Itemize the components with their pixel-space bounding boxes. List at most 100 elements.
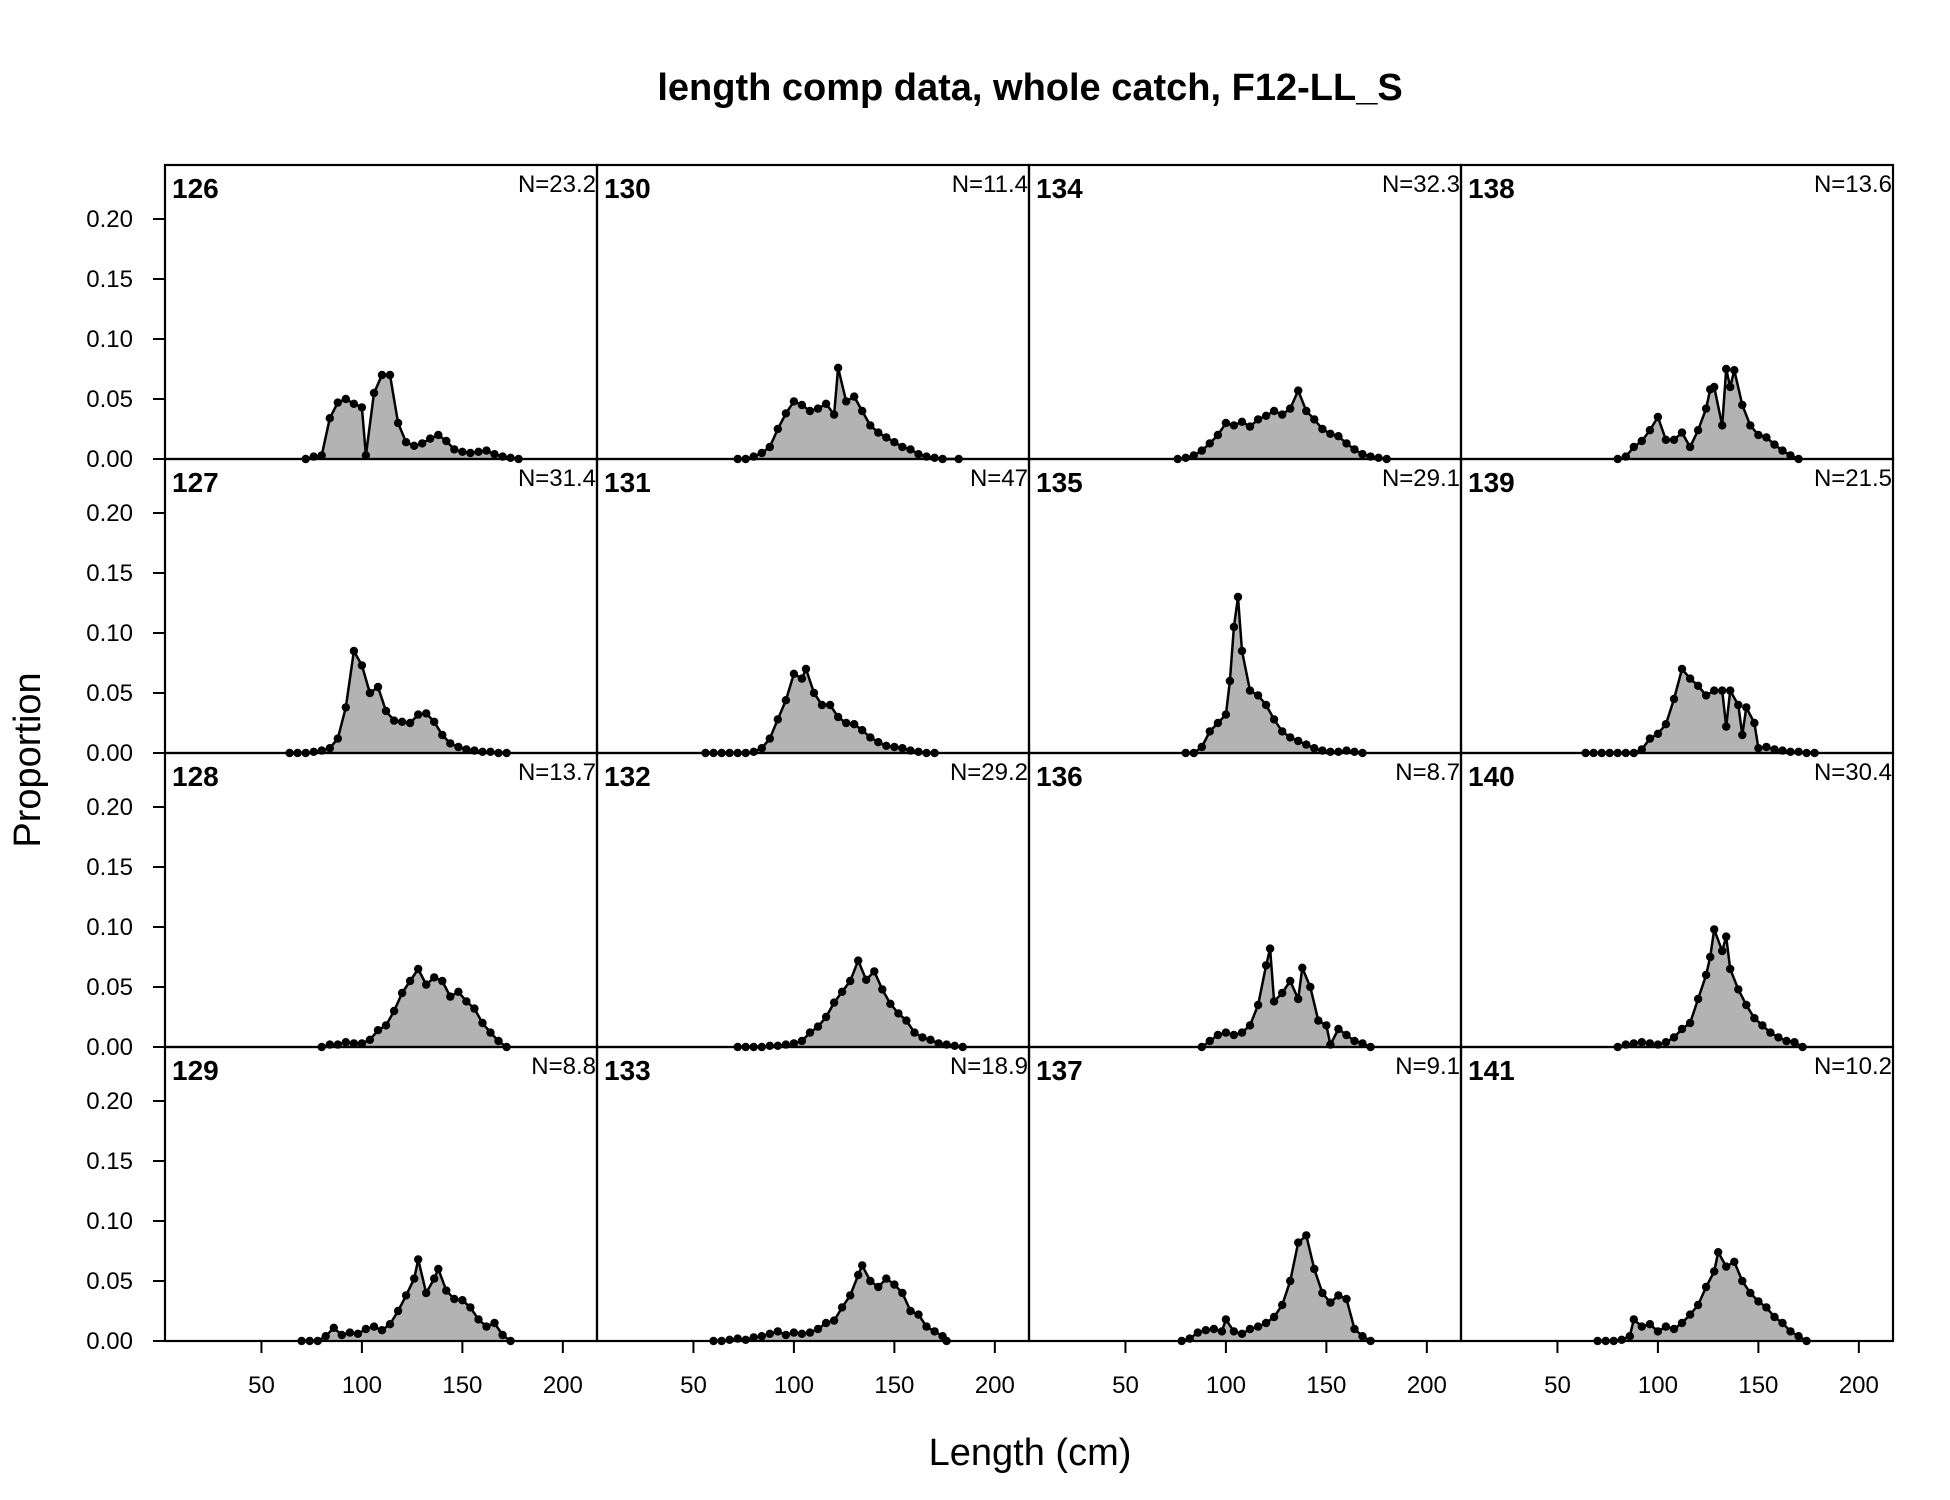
data-point: [1742, 1000, 1751, 1010]
y-tick-label: 0.15: [86, 1148, 133, 1175]
data-point: [781, 409, 791, 418]
data-point: [1334, 432, 1343, 441]
data-point: [866, 733, 875, 742]
data-point: [1710, 925, 1719, 934]
data-point: [1738, 730, 1747, 740]
data-point: [1677, 1318, 1687, 1328]
data-point: [1374, 453, 1383, 462]
data-point: [1213, 1030, 1223, 1040]
data-point: [1350, 1324, 1359, 1334]
data-point: [1294, 1238, 1303, 1247]
data-point: [373, 682, 383, 692]
data-point: [797, 1329, 807, 1339]
y-tick-label: 0.15: [86, 854, 133, 881]
data-point: [797, 674, 807, 683]
data-point: [325, 744, 334, 753]
data-point: [797, 400, 807, 410]
panel-frame: [1027, 751, 1463, 1049]
data-point: [1205, 727, 1215, 736]
data-point: [813, 1324, 823, 1334]
data-point: [801, 664, 811, 674]
panel-141: 141 N=10.2 50 100 150 200: [1459, 1045, 1895, 1399]
data-point: [817, 700, 827, 710]
data-point: [349, 399, 359, 408]
data-point: [878, 985, 887, 994]
data-point: [858, 1261, 867, 1270]
data-point: [950, 1041, 959, 1051]
data-point: [1229, 1030, 1239, 1040]
data-point: [934, 1039, 943, 1048]
data-point: [1278, 988, 1287, 998]
data-point: [1637, 1038, 1647, 1047]
y-tick-label: 0.10: [86, 620, 133, 647]
data-point: [894, 1009, 903, 1018]
panel-132: 132 N=29.2: [595, 751, 1031, 1052]
data-point: [858, 406, 867, 416]
data-point: [1189, 451, 1199, 460]
data-point: [809, 688, 819, 698]
data-point: [365, 688, 375, 698]
series-area: [321, 969, 507, 1047]
data-point: [357, 403, 367, 412]
data-point: [1718, 946, 1727, 956]
data-point: [773, 715, 782, 724]
data-point: [1710, 1267, 1719, 1276]
sample-size-label: N=8.8: [531, 1053, 596, 1080]
data-point: [882, 741, 891, 750]
y-tick-label: 0.00: [86, 1328, 133, 1355]
data-point: [850, 720, 859, 729]
panel-label: 128: [172, 761, 219, 792]
data-point: [1669, 435, 1679, 444]
data-point: [1326, 1298, 1335, 1307]
data-point: [474, 447, 483, 456]
data-point: [341, 394, 350, 404]
data-point: [757, 744, 766, 753]
data-point: [410, 1274, 419, 1283]
data-point: [781, 1330, 791, 1340]
data-point: [773, 424, 782, 434]
data-point: [1794, 1332, 1803, 1341]
data-point: [1261, 961, 1271, 970]
data-point: [749, 1333, 758, 1342]
data-point: [1637, 436, 1647, 446]
data-point: [1645, 1320, 1655, 1329]
data-point: [874, 428, 883, 437]
data-point: [890, 742, 899, 752]
data-point: [1209, 1324, 1219, 1334]
data-point: [333, 734, 342, 743]
panel-label: 131: [604, 467, 651, 498]
data-point: [1237, 417, 1247, 426]
sample-size-label: N=23.2: [518, 171, 596, 198]
data-point: [1201, 1326, 1211, 1335]
panel-136: 136 N=8.7: [1027, 751, 1463, 1052]
data-point: [1358, 450, 1367, 459]
data-point: [414, 1255, 423, 1264]
data-point: [902, 1016, 911, 1025]
data-point: [490, 450, 499, 459]
data-point: [1342, 1030, 1351, 1040]
data-point: [1286, 976, 1295, 986]
data-point: [846, 1291, 855, 1300]
data-point: [930, 453, 939, 462]
data-point: [1645, 1039, 1655, 1048]
data-point: [1326, 747, 1335, 756]
data-point: [1701, 970, 1711, 980]
data-point: [1253, 415, 1263, 424]
data-point: [1181, 453, 1190, 462]
sample-size-label: N=8.7: [1395, 759, 1460, 786]
data-point: [765, 1329, 774, 1339]
data-point: [765, 1041, 774, 1051]
data-point: [874, 738, 883, 747]
data-point: [430, 717, 439, 726]
data-point: [1637, 1322, 1647, 1331]
data-point: [478, 1018, 487, 1028]
data-point: [930, 1327, 939, 1336]
y-tick-label: 0.10: [86, 914, 133, 941]
data-point: [1334, 1024, 1343, 1034]
panel-frame: [163, 751, 599, 1049]
data-point: [1278, 410, 1287, 419]
data-point: [1758, 1021, 1767, 1030]
data-point: [1269, 997, 1279, 1006]
data-point: [1770, 745, 1779, 754]
series-area: [305, 375, 519, 459]
